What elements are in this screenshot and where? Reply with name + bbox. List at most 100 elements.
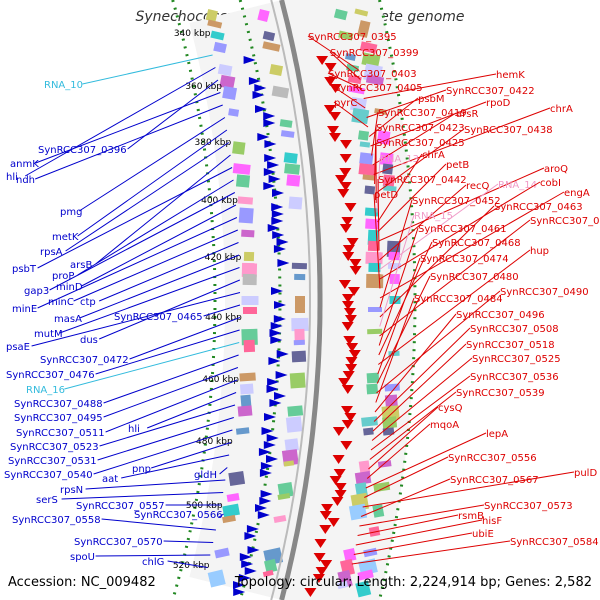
feature-box [388, 251, 400, 261]
left-gene-label: rpsA [40, 247, 63, 258]
left-label-leader [35, 92, 221, 164]
feature-box [228, 470, 246, 487]
left-label-leader [77, 179, 234, 276]
reverse-gene-arrow [324, 77, 337, 86]
reverse-gene-arrow [341, 217, 354, 226]
right-label-leader [363, 73, 497, 99]
right-gene-label: SynRCC307_0405 [334, 83, 423, 94]
left-gene-label: aat [102, 474, 118, 485]
left-label-leader [218, 513, 224, 518]
reverse-gene-arrow [346, 238, 359, 247]
reverse-gene-arrow [341, 406, 353, 415]
left-gene-label: gap3 [24, 286, 49, 297]
left-gene-label: hli [128, 424, 140, 435]
reverse-gene-arrow [338, 280, 351, 289]
reverse-gene-arrow [342, 252, 355, 261]
forward-gene-arrow [269, 329, 282, 337]
kbp-tick-label: 460 kbp [202, 375, 239, 385]
feature-box [214, 547, 230, 559]
feature-box [207, 569, 226, 588]
right-label-leader [351, 540, 511, 565]
reverse-gene-arrow [319, 525, 332, 534]
right-label-leader [373, 107, 551, 175]
left-gene-label: RNA_10 [44, 80, 83, 91]
right-gene-label: SynRCC307_0556 [448, 453, 537, 464]
feature-box [362, 174, 375, 181]
reverse-gene-arrow [329, 112, 341, 121]
gene-arrows [233, 56, 362, 597]
forward-gene-arrow [263, 119, 276, 127]
reverse-gene-arrow [340, 140, 352, 149]
left-label-leader [99, 242, 239, 302]
genome-backbone [279, 0, 323, 600]
feature-box [363, 547, 378, 558]
forward-gene-arrow [264, 413, 276, 421]
reverse-gene-arrow [329, 476, 342, 485]
forward-gene-arrow [271, 203, 284, 211]
reverse-gene-arrow [334, 490, 347, 499]
right-gene-label: SynRCC307_0425 [376, 138, 465, 149]
right-gene-label: lepA [486, 429, 508, 440]
forward-gene-arrow [273, 245, 286, 253]
forward-gene-arrow [247, 546, 260, 554]
feature-box [279, 119, 293, 128]
right-gene-label: SynRCC307_0518 [466, 340, 555, 351]
feature-box [359, 141, 371, 148]
left-gene-label: SynRCC307_0465 [114, 312, 203, 323]
reverse-gene-arrow [345, 364, 358, 373]
feature-box [241, 262, 258, 278]
feature-box [361, 416, 378, 427]
forward-gene-arrow [277, 259, 290, 267]
feature-box [284, 438, 299, 452]
right-label-leader [366, 423, 431, 479]
left-label-leader [93, 429, 233, 475]
left-gene-label: anmK [10, 159, 39, 170]
feature-box [241, 296, 259, 305]
feature-box [354, 470, 372, 486]
left-label-leader [95, 154, 231, 265]
right-gene-label: cobI [540, 178, 561, 189]
feature-box [291, 262, 307, 270]
left-label-leader [85, 479, 226, 490]
reverse-gene-arrow [337, 189, 350, 198]
right-gene-label: SynRCC307_0463 [494, 202, 583, 213]
left-label-leader [99, 279, 240, 340]
feature-box [357, 569, 374, 581]
feature-box [294, 295, 306, 308]
forward-gene-arrow [259, 469, 272, 477]
forward-gene-arrow [271, 210, 284, 218]
feature-box [365, 251, 383, 265]
forward-gene-arrow [255, 504, 267, 512]
left-label-leader [64, 342, 240, 390]
right-gene-label: hisF [482, 516, 502, 527]
right-gene-label: chrA [422, 150, 445, 161]
left-label-leader [127, 79, 219, 150]
left-label-leader [37, 167, 233, 269]
right-gene-label: SynRCC307_0490 [500, 287, 589, 298]
forward-gene-arrow [248, 77, 261, 85]
reverse-gene-arrow [346, 343, 359, 352]
right-label-leader [378, 227, 419, 346]
right-gene-label: SynRCC307_0423 [376, 123, 465, 134]
forward-gene-arrow [270, 336, 283, 344]
feature-box [368, 262, 381, 273]
left-label-leader [65, 142, 230, 252]
feature-box [384, 383, 400, 392]
right-label-leader [369, 391, 457, 460]
right-label-leader [375, 128, 465, 194]
feature-box [364, 207, 379, 217]
forward-gene-arrow [244, 567, 257, 575]
left-gene-label: minD [56, 282, 83, 293]
forward-gene-arrow [238, 574, 251, 582]
right-gene-label: rpoD [486, 98, 511, 109]
feature-boxes [205, 8, 402, 598]
right-label-leader [377, 249, 531, 365]
right-gene-label: SynRCC307_0536 [470, 372, 559, 383]
left-gene-label: SynRCC307_0396 [38, 145, 127, 156]
right-gene-label: SynRCC307_0584 [510, 537, 599, 548]
left-gene-label: SynRCC307_0472 [40, 355, 129, 366]
left-gene-label: SynRCC307_0531 [8, 456, 97, 467]
right-label-leader [333, 86, 366, 109]
right-label-leader [329, 51, 361, 80]
